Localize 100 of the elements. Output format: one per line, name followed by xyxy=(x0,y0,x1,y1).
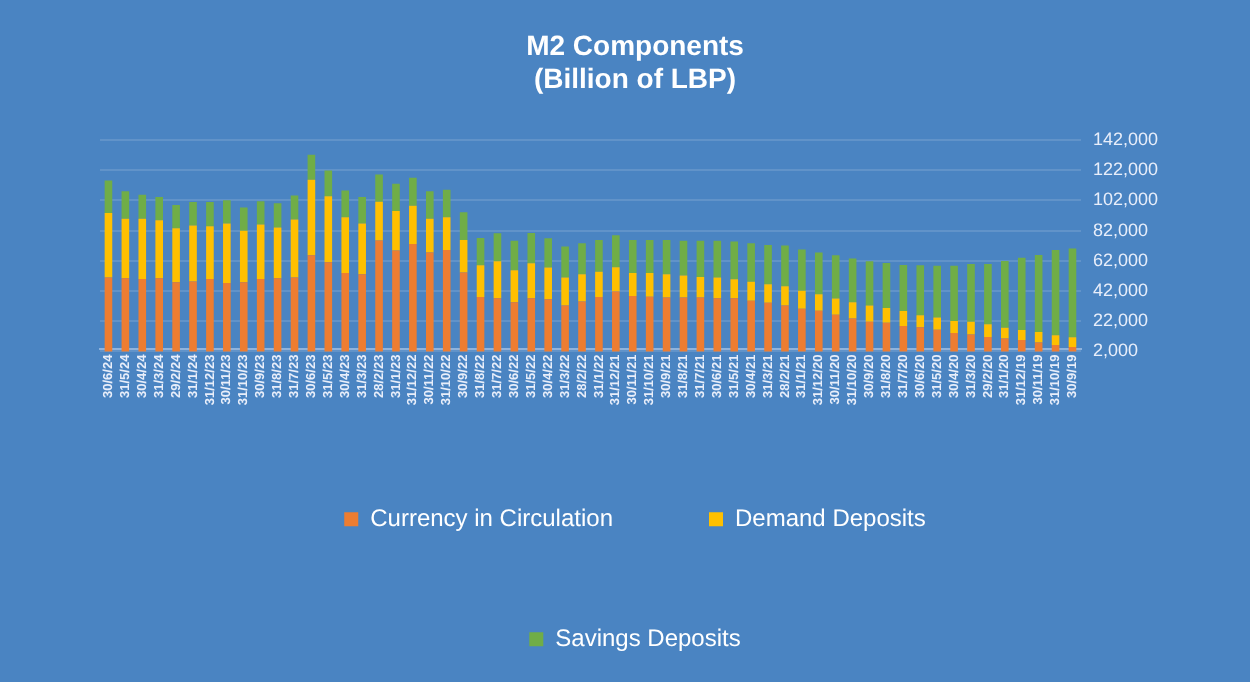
bar xyxy=(899,311,908,327)
bar xyxy=(612,291,620,352)
bar xyxy=(172,205,180,229)
bar xyxy=(527,263,536,299)
bar xyxy=(476,297,485,352)
bar xyxy=(510,302,519,352)
bar xyxy=(781,286,789,306)
bar xyxy=(916,265,925,316)
bar xyxy=(121,218,130,279)
bar xyxy=(882,322,891,352)
bar xyxy=(595,271,603,298)
bar xyxy=(950,265,958,321)
bar xyxy=(392,211,400,251)
bar xyxy=(747,243,755,282)
bar xyxy=(121,191,130,219)
bar xyxy=(950,332,958,352)
bar xyxy=(358,196,366,224)
bar xyxy=(189,281,197,352)
bar xyxy=(612,235,620,268)
bar xyxy=(984,264,992,325)
bar xyxy=(341,217,350,274)
bar xyxy=(189,201,197,226)
bar xyxy=(544,299,552,352)
bar xyxy=(459,212,468,240)
bar xyxy=(1034,254,1043,333)
bar xyxy=(273,278,282,352)
bar xyxy=(409,205,417,245)
bar xyxy=(967,321,975,335)
bar xyxy=(290,219,299,278)
bar xyxy=(595,297,603,352)
bar xyxy=(493,298,502,352)
bar xyxy=(1001,260,1009,328)
bar xyxy=(831,314,840,352)
bar xyxy=(375,240,383,352)
bar xyxy=(764,302,772,352)
bar xyxy=(155,197,163,221)
bar xyxy=(984,324,992,337)
bar xyxy=(764,284,772,303)
bar xyxy=(206,279,214,352)
legend-label: Currency in Circulation xyxy=(370,503,614,532)
bar xyxy=(206,201,214,227)
bar xyxy=(645,273,654,297)
bar xyxy=(848,302,857,319)
bar xyxy=(239,282,248,352)
bar xyxy=(713,240,722,278)
bar xyxy=(696,240,705,277)
bar xyxy=(865,261,874,306)
chart-title: M2 Components (Billion of LBP) xyxy=(526,28,745,95)
bar xyxy=(273,227,282,279)
bar xyxy=(239,230,248,283)
y-tick-label: 142,000 xyxy=(1092,128,1159,149)
y-tick-label: 62,000 xyxy=(1092,249,1148,270)
bar xyxy=(814,252,823,295)
bar xyxy=(831,255,840,299)
bar xyxy=(781,245,789,287)
bar xyxy=(1017,329,1026,341)
bar xyxy=(155,278,163,352)
bar xyxy=(459,239,468,273)
bar xyxy=(984,336,992,352)
bar xyxy=(409,177,417,206)
bar xyxy=(1051,249,1060,336)
bar xyxy=(307,255,316,352)
bar xyxy=(223,283,231,352)
bar xyxy=(882,307,891,323)
bar xyxy=(578,301,586,352)
legend-label: Demand Deposits xyxy=(735,503,926,532)
bar xyxy=(679,297,688,352)
bar xyxy=(578,274,586,302)
bar xyxy=(662,274,671,298)
bar xyxy=(375,201,383,241)
bar xyxy=(392,250,400,352)
bar xyxy=(612,267,620,292)
bar xyxy=(730,298,739,352)
bar xyxy=(578,243,586,275)
bar xyxy=(1017,340,1026,352)
bar xyxy=(425,252,434,352)
bar xyxy=(409,244,417,352)
bar xyxy=(493,233,502,262)
bar xyxy=(1034,342,1043,352)
bar xyxy=(206,226,214,280)
bar xyxy=(713,277,722,299)
bar xyxy=(307,154,316,180)
bar xyxy=(1001,327,1009,339)
bar xyxy=(628,273,637,296)
bar xyxy=(476,238,485,266)
bar xyxy=(645,240,654,274)
bar xyxy=(662,297,671,352)
y-tick-label: 122,000 xyxy=(1092,159,1159,180)
bar xyxy=(324,196,333,263)
bar xyxy=(290,195,299,220)
bar xyxy=(138,194,147,219)
bar xyxy=(172,282,180,352)
bar xyxy=(527,298,536,352)
bar xyxy=(442,217,451,251)
bar xyxy=(950,320,958,333)
bar xyxy=(933,329,941,352)
bar xyxy=(696,276,705,298)
bar xyxy=(679,240,688,276)
bar xyxy=(747,300,755,352)
bar xyxy=(476,265,485,298)
